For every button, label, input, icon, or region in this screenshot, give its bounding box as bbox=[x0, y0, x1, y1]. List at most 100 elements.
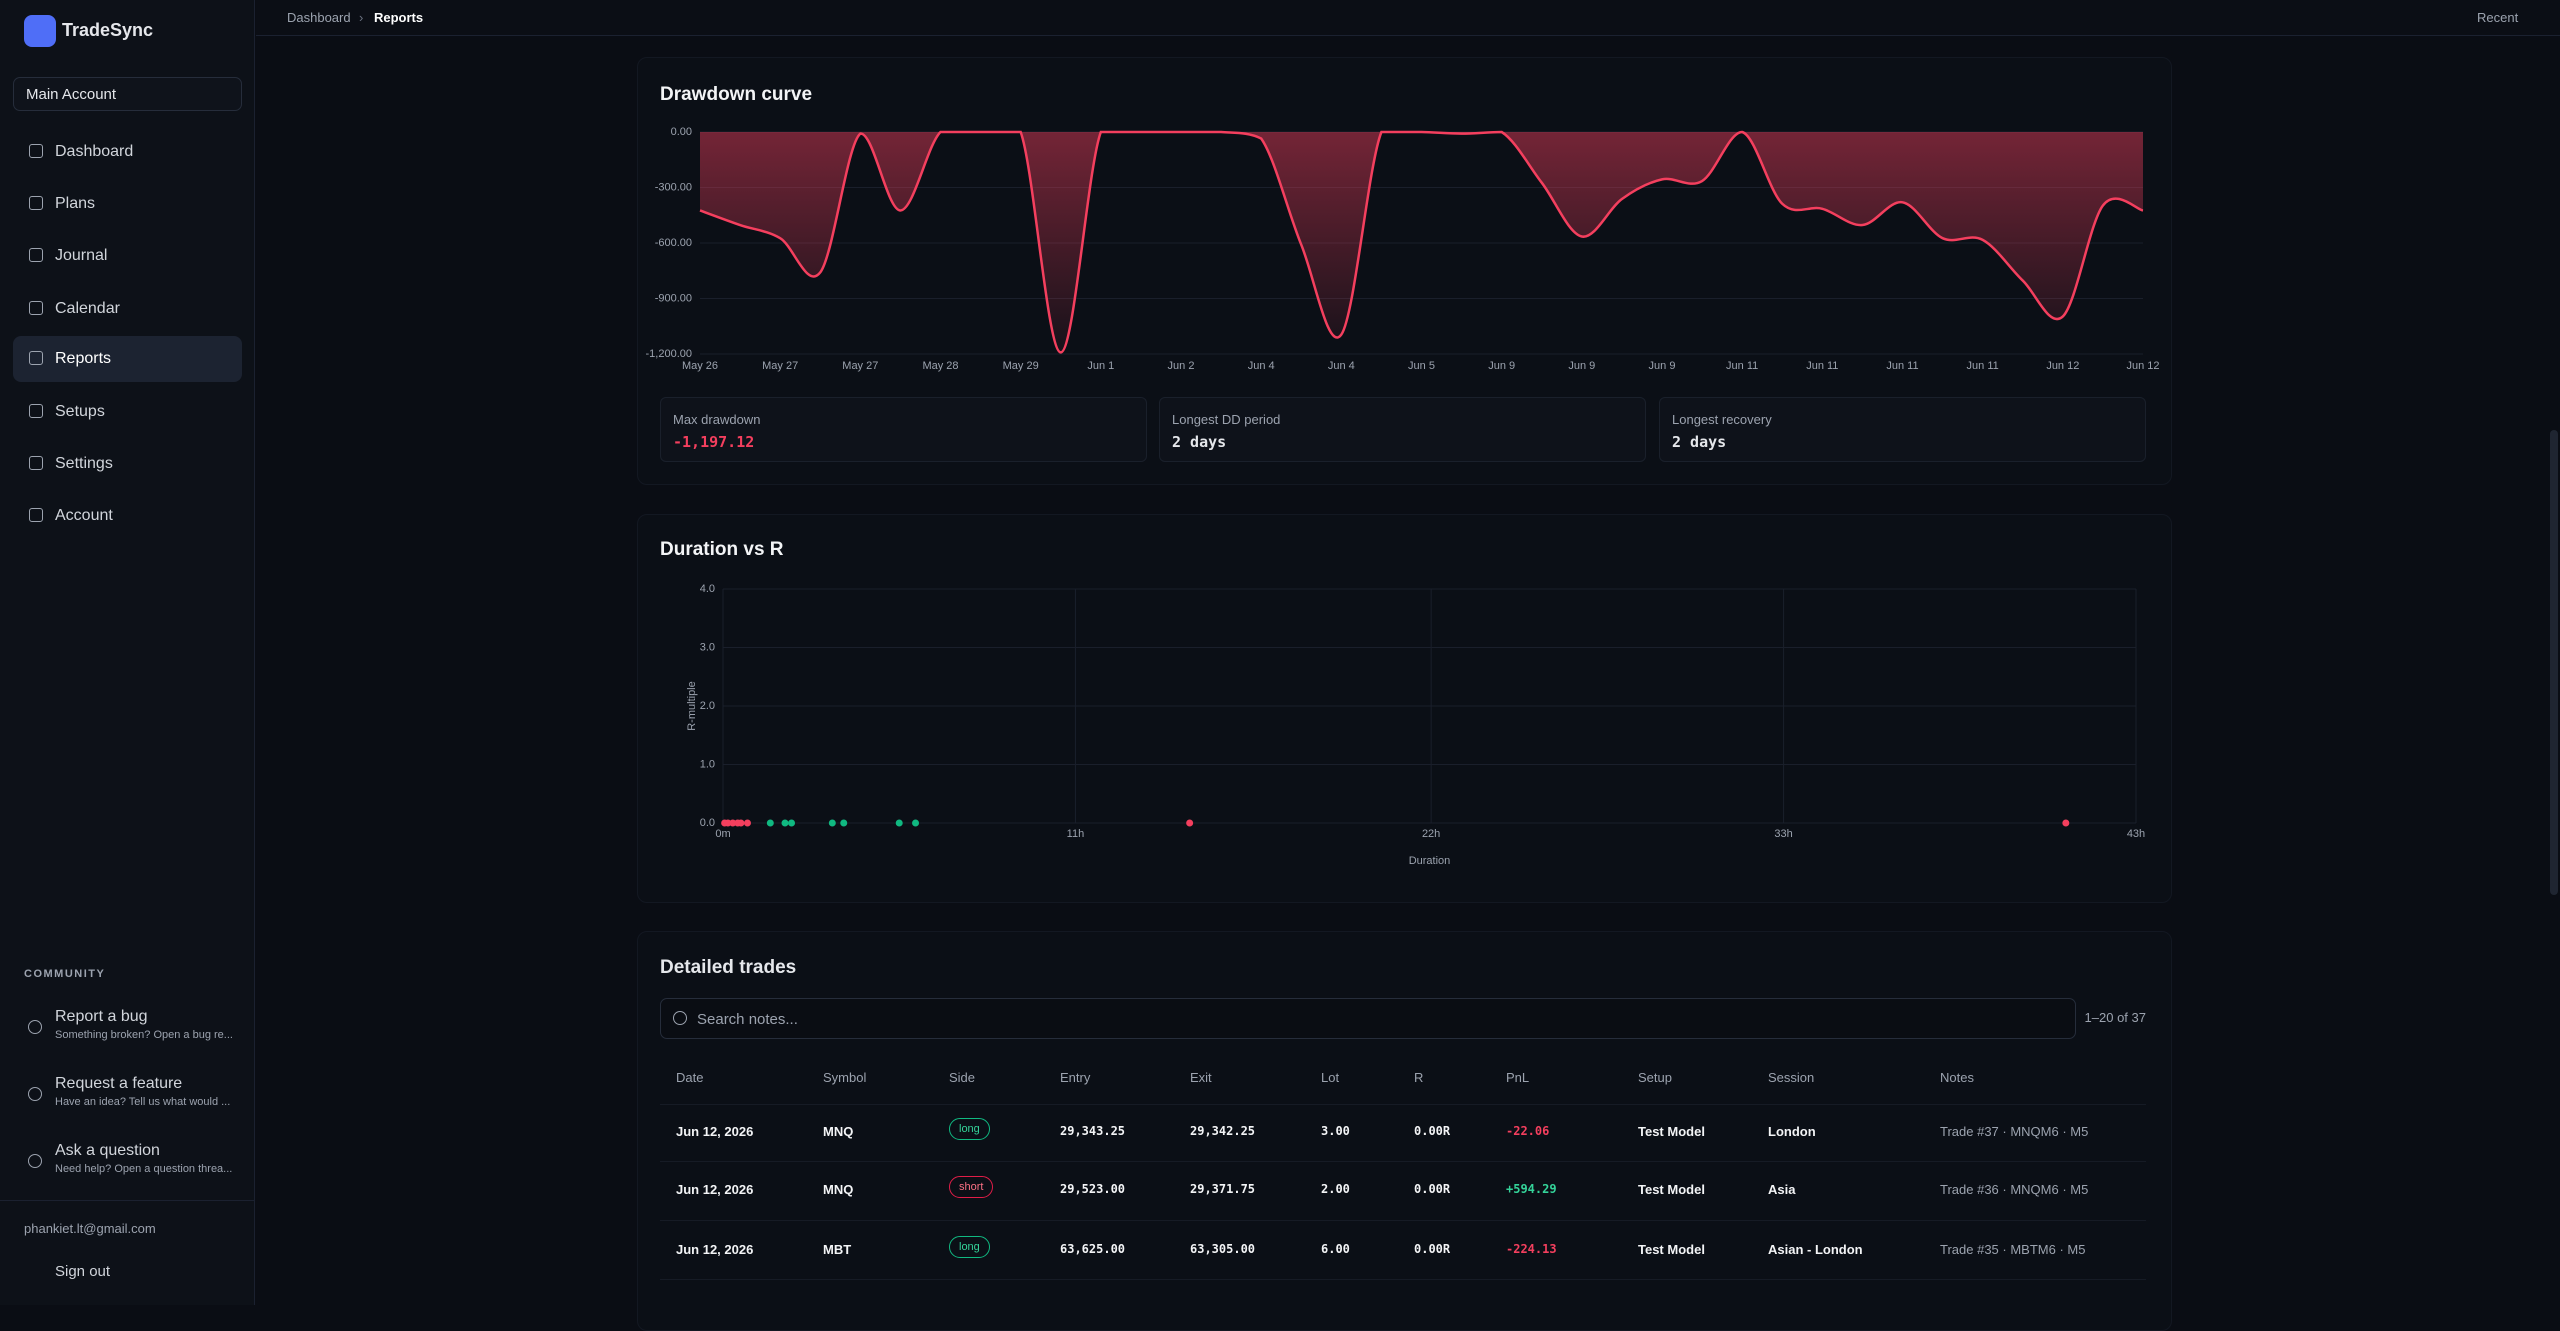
table-cell: short bbox=[949, 1176, 994, 1198]
table-cell: -224.13 bbox=[1506, 1242, 1557, 1256]
scatter-point bbox=[788, 819, 796, 827]
x-tick-label: Jun 9 bbox=[1568, 360, 1595, 372]
x-tick-label: 33h bbox=[1774, 828, 1792, 840]
scatter-point bbox=[724, 819, 732, 827]
nav-item[interactable]: Calendar bbox=[13, 286, 242, 332]
nav-item[interactable]: Settings bbox=[13, 441, 242, 487]
y-tick-label: -1,200.00 bbox=[646, 348, 692, 360]
scatter-point bbox=[895, 819, 903, 827]
x-tick-label: 11h bbox=[1067, 828, 1085, 840]
table-cell: long bbox=[949, 1236, 990, 1258]
account-select[interactable]: Main Account bbox=[13, 77, 242, 111]
link-title: Request a feature bbox=[55, 1075, 183, 1092]
table-cell: MBT bbox=[823, 1242, 852, 1257]
table-cell: 0.00R bbox=[1414, 1182, 1451, 1196]
link-description: Have an idea? Tell us what would ... bbox=[55, 1096, 231, 1108]
scatter-point bbox=[766, 819, 774, 827]
x-tick-label: 0m bbox=[715, 828, 730, 840]
chart-title: Duration vs R bbox=[660, 539, 784, 560]
x-axis-label: Duration bbox=[1409, 855, 1451, 867]
column-header[interactable]: PnL bbox=[1506, 1070, 1530, 1085]
table-cell: Trade #35 · MBTM6 · M5 bbox=[1940, 1242, 2086, 1257]
table-cell: Asian - London bbox=[1768, 1242, 1863, 1257]
table-cell: 0.00R bbox=[1414, 1242, 1451, 1256]
side-pill: short bbox=[949, 1176, 994, 1198]
x-tick-label: Jun 11 bbox=[1886, 360, 1918, 372]
x-tick-label: Jun 11 bbox=[1806, 360, 1838, 372]
nav-item[interactable]: Reports bbox=[13, 336, 242, 382]
nav-icon bbox=[29, 196, 43, 210]
y-tick-label: -600.00 bbox=[655, 237, 692, 249]
table-cell: 6.00 bbox=[1321, 1242, 1350, 1256]
trades-title: Detailed trades bbox=[660, 957, 797, 978]
nav-icon bbox=[29, 404, 43, 418]
table-cell: Test Model bbox=[1638, 1124, 1705, 1139]
stat-box: Longest DD period 2 days bbox=[1159, 397, 1646, 462]
scatter-point bbox=[828, 819, 836, 827]
x-tick-label: Jun 9 bbox=[1488, 360, 1515, 372]
duration-card bbox=[637, 514, 2172, 903]
column-header[interactable]: Symbol bbox=[823, 1070, 867, 1085]
column-header[interactable]: R bbox=[1414, 1070, 1424, 1085]
x-tick-label: May 26 bbox=[682, 360, 718, 372]
nav-item[interactable]: Account bbox=[13, 493, 242, 539]
sign-out[interactable]: Sign out bbox=[55, 1263, 111, 1280]
column-header[interactable]: Session bbox=[1768, 1070, 1815, 1085]
column-header[interactable]: Setup bbox=[1638, 1070, 1672, 1085]
y-axis-label: R-multiple bbox=[686, 681, 698, 731]
breadcrumb-current: Reports bbox=[374, 10, 424, 25]
recent-button[interactable]: Recent bbox=[2477, 10, 2519, 25]
table-cell: -22.06 bbox=[1506, 1124, 1550, 1138]
table-cell: Asia bbox=[1768, 1182, 1796, 1197]
stat-box: Max drawdown -1,197.12 bbox=[660, 397, 1147, 462]
y-tick-label: -900.00 bbox=[655, 292, 692, 304]
nav-item[interactable]: Setups bbox=[13, 389, 242, 435]
link-description: Something broken? Open a bug re... bbox=[55, 1029, 233, 1041]
topbar bbox=[256, 0, 2560, 36]
scatter-point bbox=[729, 819, 737, 827]
stat-label: Longest recovery bbox=[1672, 412, 1772, 427]
column-header[interactable]: Exit bbox=[1190, 1070, 1212, 1085]
link-title: Ask a question bbox=[55, 1142, 160, 1159]
column-header[interactable]: Date bbox=[676, 1070, 704, 1085]
y-tick-label: 2.0 bbox=[700, 700, 715, 712]
nav-item[interactable]: Journal bbox=[13, 233, 242, 279]
sidebar bbox=[0, 0, 255, 1305]
x-tick-label: Jun 5 bbox=[1408, 360, 1435, 372]
table-cell: Trade #37 · MNQM6 · M5 bbox=[1940, 1124, 2089, 1139]
table-cell: 29,523.00 bbox=[1060, 1182, 1126, 1196]
scatter-point bbox=[840, 819, 848, 827]
nav-item[interactable]: Plans bbox=[13, 181, 242, 227]
y-tick-label: 4.0 bbox=[700, 583, 715, 595]
column-header[interactable]: Lot bbox=[1321, 1070, 1340, 1085]
row-divider bbox=[660, 1220, 2146, 1221]
nav-icon bbox=[29, 301, 43, 315]
column-header[interactable]: Entry bbox=[1060, 1070, 1091, 1085]
table-cell: +594.29 bbox=[1506, 1182, 1557, 1196]
nav-item[interactable]: Dashboard bbox=[13, 129, 242, 175]
scatter-point bbox=[781, 819, 789, 827]
y-tick-label: -300.00 bbox=[655, 181, 692, 193]
side-pill: long bbox=[949, 1236, 990, 1258]
table-cell: 29,343.25 bbox=[1060, 1124, 1126, 1138]
column-header: Notes bbox=[1940, 1070, 1974, 1085]
table-cell: Jun 12, 2026 bbox=[676, 1124, 754, 1139]
brand: TradeSync bbox=[62, 20, 154, 40]
nav-icon bbox=[29, 248, 43, 262]
nav-icon bbox=[29, 508, 43, 522]
scatter-point bbox=[737, 819, 745, 827]
search-input[interactable]: Search notes... bbox=[660, 998, 2076, 1039]
breadcrumb-link[interactable]: Dashboard bbox=[287, 10, 351, 25]
nav-icon bbox=[29, 351, 43, 365]
table-cell: 29,371.75 bbox=[1190, 1182, 1256, 1196]
scatter-point bbox=[912, 819, 920, 827]
x-tick-label: Jun 11 bbox=[1967, 360, 1999, 372]
x-tick-label: 43h bbox=[2127, 828, 2145, 840]
nav-icon bbox=[29, 144, 43, 158]
scrollbar[interactable] bbox=[2550, 430, 2558, 895]
column-header[interactable]: Side bbox=[949, 1070, 976, 1085]
link-description: Need help? Open a question threa... bbox=[55, 1163, 233, 1175]
link-title: Report a bug bbox=[55, 1008, 148, 1025]
x-tick-label: Jun 2 bbox=[1168, 360, 1195, 372]
y-tick-label: 0.00 bbox=[671, 126, 692, 138]
